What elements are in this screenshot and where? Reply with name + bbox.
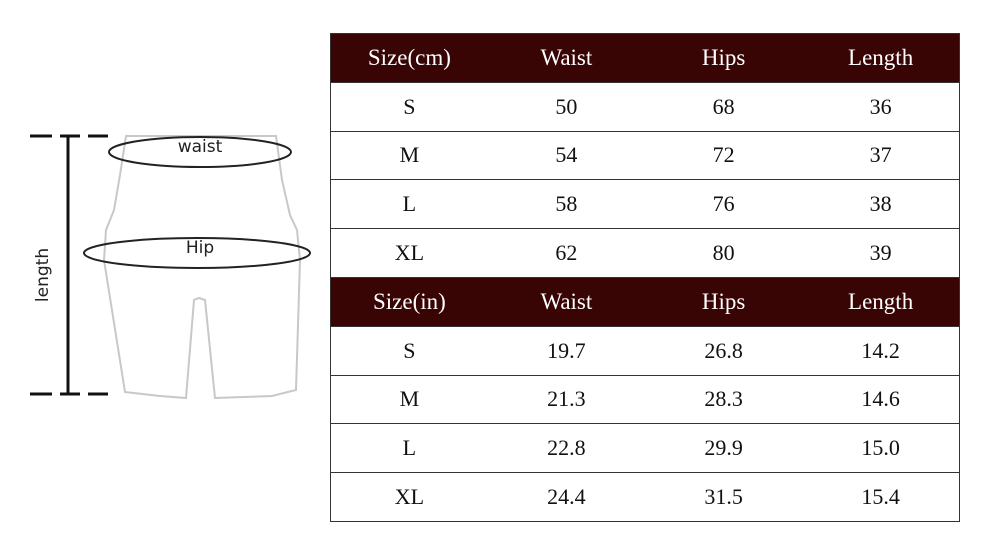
column-header: Hips [645, 276, 803, 327]
table-row: XL 24.4 31.5 15.4 [330, 472, 960, 522]
table-cell: 26.8 [645, 325, 803, 376]
waist-label: waist [178, 137, 223, 157]
column-header: Length [802, 33, 960, 83]
table-cell: 39 [802, 228, 960, 278]
table-cell: M [330, 374, 488, 424]
table-cell: XL [330, 472, 488, 522]
table-cell: 29.9 [645, 423, 803, 473]
table-cell: L [330, 423, 488, 473]
table-cell: 19.7 [487, 325, 645, 376]
table-row: L 22.8 29.9 15.0 [330, 423, 960, 473]
table-cell: 50 [487, 81, 645, 132]
column-header: Length [802, 276, 960, 327]
table-cell: L [330, 179, 488, 229]
cm-header-row: Size(cm) Waist Hips Length [330, 33, 960, 83]
table-cell: 31.5 [645, 472, 803, 522]
hip-label: Hip [186, 238, 214, 258]
column-header: Waist [487, 276, 645, 327]
table-row: XL 62 80 39 [330, 228, 960, 278]
table-cell: 37 [802, 130, 960, 180]
table-row: S 19.7 26.8 14.2 [330, 325, 960, 376]
column-header: Size(cm) [330, 33, 488, 83]
table-cell: 14.6 [802, 374, 960, 424]
table-row: M 21.3 28.3 14.6 [330, 374, 960, 424]
table-cell: 58 [487, 179, 645, 229]
table-cell: 21.3 [487, 374, 645, 424]
table-cell: 14.2 [802, 325, 960, 376]
table-row: S 50 68 36 [330, 81, 960, 132]
table-cell: 15.0 [802, 423, 960, 473]
table-cell: XL [330, 228, 488, 278]
table-row: M 54 72 37 [330, 130, 960, 180]
table-cell: 15.4 [802, 472, 960, 522]
table-cell: 36 [802, 81, 960, 132]
table-cell: 80 [645, 228, 803, 278]
table-cell: 28.3 [645, 374, 803, 424]
table-cell: 38 [802, 179, 960, 229]
table-cell: M [330, 130, 488, 180]
table-cell: 68 [645, 81, 803, 132]
length-indicator [30, 134, 108, 396]
column-header: Size(in) [330, 276, 488, 327]
in-header-row: Size(in) Waist Hips Length [330, 276, 960, 327]
table-cell: 24.4 [487, 472, 645, 522]
table-cell: S [330, 325, 488, 376]
table-cell: 72 [645, 130, 803, 180]
table-cell: 22.8 [487, 423, 645, 473]
table-cell: S [330, 81, 488, 132]
table-cell: 62 [487, 228, 645, 278]
column-header: Waist [487, 33, 645, 83]
hip-measure-ring [83, 237, 311, 269]
waist-measure-ring [108, 136, 292, 168]
table-cell: 76 [645, 179, 803, 229]
shorts-diagram: waist Hip length [30, 134, 311, 400]
table-cell: 54 [487, 130, 645, 180]
size-chart-table: Size(cm) Waist Hips Length S 50 68 36 M 54 72 37 L 58… [330, 33, 960, 522]
column-header: Hips [645, 33, 803, 83]
shorts-outline [102, 135, 302, 400]
length-label: length [33, 248, 53, 302]
table-row: L 58 76 38 [330, 179, 960, 229]
